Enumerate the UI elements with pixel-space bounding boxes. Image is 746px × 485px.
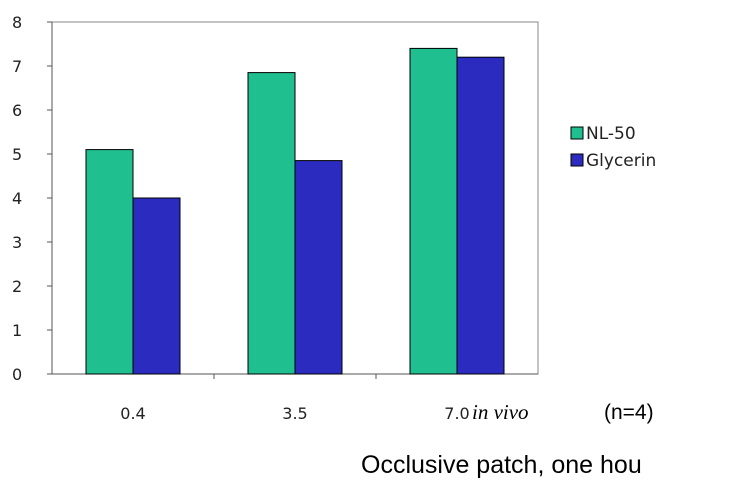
legend-swatch bbox=[570, 153, 584, 167]
y-tick-label: 2 bbox=[12, 277, 22, 296]
y-tick-label: 4 bbox=[12, 189, 22, 208]
legend-swatch bbox=[570, 126, 584, 140]
y-tick-label: 6 bbox=[12, 101, 22, 120]
bar-nl-50 bbox=[85, 149, 134, 375]
bar-glycerin bbox=[132, 197, 181, 375]
bar-glycerin bbox=[294, 160, 343, 375]
y-tick-label: 1 bbox=[12, 321, 22, 340]
in-vivo-label: in vivo bbox=[472, 400, 529, 424]
y-tick-label: 7 bbox=[12, 57, 22, 76]
y-tick-label: 5 bbox=[12, 145, 22, 164]
caption: Occlusive patch, one hou bbox=[361, 451, 642, 479]
y-tick-label: 8 bbox=[12, 13, 22, 32]
sample-size-label: (n=4) bbox=[604, 401, 654, 424]
legend-label: Glycerin bbox=[586, 151, 656, 171]
bar-nl-50 bbox=[409, 47, 458, 375]
x-axis-ticks: 0.4 3.5 7.0 bbox=[120, 374, 470, 423]
x-tick-label: 0.4 bbox=[120, 404, 145, 423]
bar-nl-50 bbox=[247, 72, 296, 375]
y-tick-label: 3 bbox=[12, 233, 22, 252]
bars bbox=[85, 47, 505, 375]
y-axis-ticks: 0 1 2 3 4 5 6 7 8 bbox=[12, 13, 52, 384]
y-tick-label: 0 bbox=[12, 365, 22, 384]
bar-glycerin bbox=[456, 56, 505, 375]
x-tick-label: 3.5 bbox=[282, 404, 307, 423]
legend-label: NL-50 bbox=[586, 124, 636, 144]
legend: NL-50 Glycerin bbox=[570, 124, 656, 171]
x-tick-label: 7.0 bbox=[444, 404, 469, 423]
